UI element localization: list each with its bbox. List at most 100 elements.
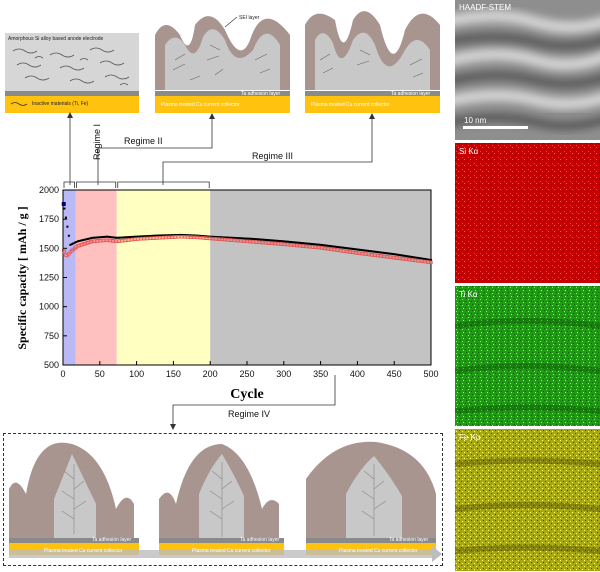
charge-point [151, 234, 154, 237]
regime-4-arrow [170, 424, 176, 430]
charge-point [290, 241, 293, 244]
charge-point [406, 255, 409, 258]
bottom-collector-label-3: Plasma treated Cu current collector [339, 548, 418, 554]
charge-point [138, 235, 141, 238]
charge-point [266, 239, 269, 242]
charge-point [72, 242, 75, 245]
charge-point [403, 254, 406, 257]
schematic-regime-3: Ta adhesion layer Plasma treated Cu curr… [305, 5, 440, 113]
charge-point [374, 250, 377, 253]
charge-point [238, 237, 241, 240]
si-map-panel: Si Kα [455, 143, 600, 283]
x-tick-label: 350 [313, 369, 328, 379]
charge-point [78, 239, 81, 242]
charge-point [70, 243, 73, 246]
charge-point [243, 237, 246, 240]
charge-point [276, 239, 279, 242]
charge-point [421, 257, 424, 260]
charge-point [73, 241, 76, 244]
ti-map-image [455, 286, 600, 426]
charge-point [244, 237, 247, 240]
charge-point [248, 237, 251, 240]
charge-point [218, 236, 221, 239]
charge-point [343, 246, 346, 249]
charge-point [396, 253, 399, 256]
charge-point [251, 237, 254, 240]
charge-point [300, 242, 303, 245]
charge-point [229, 236, 232, 239]
charge-point [428, 258, 431, 261]
charge-point [375, 250, 378, 253]
charge-point [259, 238, 262, 241]
y-tick-label: 750 [44, 331, 59, 341]
charge-point [131, 235, 134, 238]
charge-point [425, 258, 428, 261]
charge-point [422, 257, 425, 260]
schematic-regime-2: SEI layer Ta adhesion layer Plasma treat… [155, 5, 290, 113]
charge-point [145, 235, 148, 238]
charge-point [253, 238, 256, 240]
charge-point [175, 234, 178, 237]
charge-point [346, 247, 349, 250]
charge-point [362, 249, 365, 252]
charge-point [219, 236, 222, 239]
regime-2-arrow [209, 113, 215, 119]
x-tick-label: 200 [203, 369, 218, 379]
charge-point [63, 207, 66, 210]
charge-point [241, 237, 244, 240]
y-tick-label: 1000 [39, 302, 59, 312]
charge-point [298, 241, 301, 244]
charge-point [399, 254, 402, 257]
charge-point [225, 236, 228, 239]
charge-point [349, 247, 352, 250]
charge-point [382, 251, 385, 254]
charge-point [326, 244, 329, 247]
charge-point [85, 238, 88, 241]
charge-point [331, 245, 334, 248]
bottom-collector-label-1: Plasma treated Cu current collector [44, 548, 123, 554]
regime-3-line [162, 118, 373, 185]
y-tick-label: 1500 [39, 243, 59, 253]
charge-point [79, 239, 82, 242]
charge-point [76, 240, 79, 243]
charge-point [95, 236, 98, 239]
charge-point [332, 245, 335, 248]
regime-4-connector: Regime IV [170, 375, 336, 430]
charge-point [273, 239, 276, 242]
charge-point [381, 251, 384, 254]
charge-point [67, 234, 70, 237]
charge-point [318, 243, 321, 246]
charge-point [388, 252, 391, 255]
charge-point [132, 235, 135, 238]
charge-point [94, 236, 97, 239]
charge-point [222, 236, 225, 239]
charge-point [340, 246, 343, 249]
charge-point [334, 245, 337, 248]
regime-4-label: Regime IV [228, 409, 270, 419]
charge-point [263, 238, 266, 241]
x-tick-label: 450 [387, 369, 402, 379]
schematic-regime-1: Amorphous Si alloy based anode electrode… [5, 33, 139, 113]
charge-point [365, 249, 368, 252]
charge-point [324, 244, 327, 247]
charge-point [260, 238, 263, 241]
charge-point [125, 236, 128, 239]
charge-point [223, 236, 226, 239]
charge-point [413, 256, 416, 259]
sei-layer-label: SEI layer [239, 15, 260, 21]
charge-point [301, 242, 304, 245]
regime-4-drawing [9, 441, 442, 562]
charge-point [366, 249, 369, 252]
charge-point [163, 234, 166, 237]
charge-first-point [61, 202, 66, 206]
charge-point [271, 239, 274, 242]
charge-point [268, 239, 271, 242]
charge-point [284, 240, 287, 243]
regime-region-4 [210, 190, 431, 365]
charge-point [377, 251, 380, 254]
charge-point [329, 245, 332, 248]
charge-point [379, 251, 382, 254]
charge-point [351, 247, 354, 250]
charge-point [354, 248, 357, 251]
si-map-image [455, 143, 600, 283]
